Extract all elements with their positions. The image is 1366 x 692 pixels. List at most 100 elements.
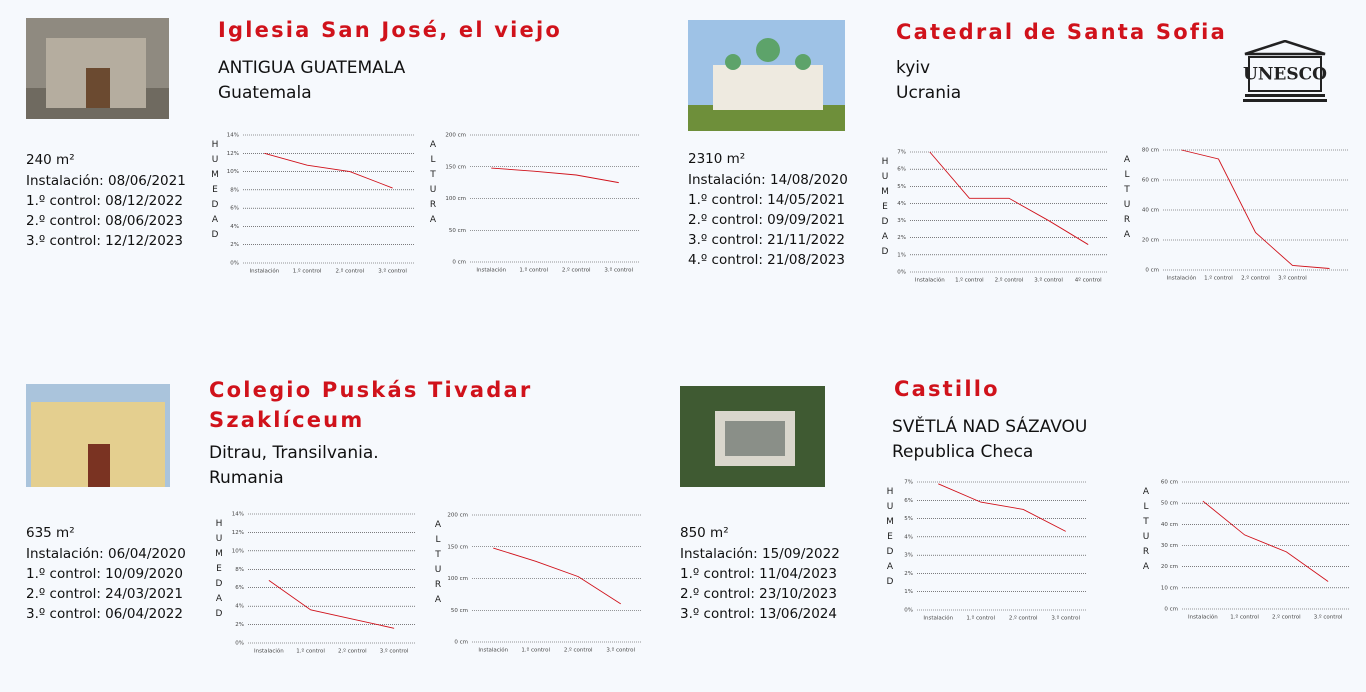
- y-tick-label: 150 cm: [445, 164, 466, 170]
- y-tick-label: 40 cm: [1142, 208, 1159, 214]
- country: Republica Checa: [892, 442, 1034, 462]
- y-tick-label: 4%: [235, 604, 244, 610]
- x-tick-label: 2.º control: [1272, 614, 1301, 621]
- x-tick-label: 2.º control: [564, 647, 593, 654]
- control-date: 3.º control: 12/12/2023: [26, 233, 183, 249]
- y-tick-label: 2%: [897, 235, 906, 241]
- x-tick-label: 1.º control: [955, 277, 984, 284]
- y-tick-label: 20 cm: [1142, 238, 1159, 244]
- data-line: [268, 579, 395, 629]
- data-line: [929, 151, 1089, 245]
- panel-title: Colegio Puskás Tivadar Szaklíceum: [209, 378, 533, 432]
- data-line: [938, 483, 1066, 532]
- line-chart: 0 cm 20 cm 40 cm 60 cm 80 cm Instalación 1.º c…: [1142, 148, 1348, 282]
- control-date: 1.º control: 11/04/2023: [680, 566, 837, 582]
- y-tick-label: 60 cm: [1142, 178, 1159, 184]
- x-tick-label: 1.º control: [293, 268, 322, 275]
- axis-label: HUMEDAD: [885, 487, 895, 592]
- panel-title: Iglesia San José, el viejo: [218, 18, 563, 42]
- y-tick-label: 10 cm: [1161, 585, 1178, 591]
- y-tick-label: 1%: [904, 589, 913, 595]
- x-tick-label: 3.º control: [606, 647, 635, 654]
- data-line: [1202, 500, 1329, 582]
- y-tick-label: 12%: [227, 151, 239, 157]
- x-tick-label: 1.º control: [966, 615, 995, 622]
- control-date: 3.º control: 06/04/2022: [26, 606, 183, 622]
- y-tick-label: 150 cm: [447, 544, 468, 550]
- axis-label: HUMEDAD: [880, 157, 890, 262]
- y-tick-label: 6%: [230, 206, 239, 212]
- control-date: 2.º control: 09/09/2021: [688, 212, 845, 228]
- photo: [26, 384, 170, 487]
- y-tick-label: 8%: [235, 567, 244, 573]
- y-tick-label: 0 cm: [454, 640, 468, 646]
- y-tick-label: 200 cm: [447, 513, 468, 519]
- x-tick-label: Instalación: [915, 277, 945, 284]
- y-tick-label: 6%: [904, 498, 913, 504]
- x-tick-label: 1.º control: [521, 647, 550, 654]
- panel-title: Catedral de Santa Sofia: [896, 20, 1227, 44]
- y-tick-label: 0 cm: [1164, 607, 1178, 613]
- city: Ditrau, Transilvania.: [209, 443, 379, 463]
- country: Ucrania: [896, 83, 962, 103]
- y-tick-label: 0%: [235, 641, 244, 647]
- y-tick-label: 8%: [230, 187, 239, 193]
- city: kyiv: [896, 58, 931, 78]
- y-tick-label: 1%: [897, 252, 906, 258]
- x-tick-label: Instalación: [249, 268, 279, 275]
- y-tick-label: 14%: [232, 512, 244, 518]
- y-tick-label: 10%: [232, 548, 244, 554]
- control-date: 2.º control: 23/10/2023: [680, 586, 837, 602]
- y-tick-label: 12%: [232, 530, 244, 536]
- data-line: [491, 167, 619, 184]
- line-chart: 0 cm 50 cm 100 cm 150 cm 200 cm Instalación 1.…: [447, 513, 642, 654]
- x-tick-label: 2.º control: [1241, 275, 1270, 282]
- control-date: Instalación: 15/09/2022: [680, 546, 840, 562]
- country: Rumania: [209, 468, 284, 488]
- data-line: [1181, 149, 1330, 269]
- y-tick-label: 2%: [230, 242, 239, 248]
- x-tick-label: Instalación: [923, 615, 953, 622]
- area: 850 m²: [680, 525, 729, 541]
- y-tick-label: 6%: [235, 585, 244, 591]
- control-date: Instalación: 14/08/2020: [688, 172, 848, 188]
- x-tick-label: Instalación: [1167, 275, 1197, 282]
- line-chart: 0% 2% 4% 6% 8% 10% 12% 14% Instalación 1.º contro…: [227, 133, 414, 275]
- city: SVĚTLÁ NAD SÁZAVOU: [892, 417, 1088, 437]
- area: 240 m²: [26, 152, 75, 168]
- y-tick-label: 2%: [904, 571, 913, 577]
- y-tick-label: 20 cm: [1161, 564, 1178, 570]
- panel-title: Castillo: [894, 377, 1000, 401]
- control-date: 1.º control: 10/09/2020: [26, 566, 183, 582]
- x-tick-label: Instalación: [478, 647, 508, 654]
- y-tick-label: 50 cm: [451, 608, 468, 614]
- y-tick-label: 4%: [897, 201, 906, 207]
- x-tick-label: 3.º control: [1051, 615, 1080, 622]
- y-tick-label: 5%: [897, 184, 906, 190]
- x-tick-label: 2.º control: [1009, 615, 1038, 622]
- area: 2310 m²: [688, 151, 746, 167]
- y-tick-label: 50 cm: [449, 228, 466, 234]
- x-tick-label: 4º control: [1075, 277, 1102, 284]
- control-date: 2.º control: 08/06/2023: [26, 213, 183, 229]
- control-date: 1.º control: 14/05/2021: [688, 192, 845, 208]
- y-tick-label: 7%: [904, 480, 913, 486]
- line-chart: 0 cm 10 cm 20 cm 30 cm 40 cm 50 cm 60 cm Instal…: [1161, 480, 1349, 621]
- line-chart: 0 cm 50 cm 100 cm 150 cm 200 cm Instalación 1.…: [445, 133, 640, 274]
- unesco-logo: UNESCO: [1243, 40, 1327, 102]
- control-date: 4.º control: 21/08/2023: [688, 252, 845, 268]
- control-date: Instalación: 08/06/2021: [26, 173, 186, 189]
- control-date: 3.º control: 13/06/2024: [680, 606, 837, 622]
- y-tick-label: 3%: [897, 218, 906, 224]
- x-tick-label: Instalación: [476, 267, 506, 274]
- axis-label: ALTURA: [1141, 487, 1151, 577]
- y-tick-label: 4%: [904, 534, 913, 540]
- y-tick-label: 4%: [230, 224, 239, 230]
- y-tick-label: 3%: [904, 553, 913, 559]
- y-tick-label: 100 cm: [445, 196, 466, 202]
- x-tick-label: 1.º control: [519, 267, 548, 274]
- x-tick-label: 1.º control: [1230, 614, 1259, 621]
- line-chart: 0% 1% 2% 3% 4% 5% 6% 7% Instalación 1.º control 2.…: [897, 150, 1108, 284]
- x-tick-label: Instalación: [254, 648, 284, 655]
